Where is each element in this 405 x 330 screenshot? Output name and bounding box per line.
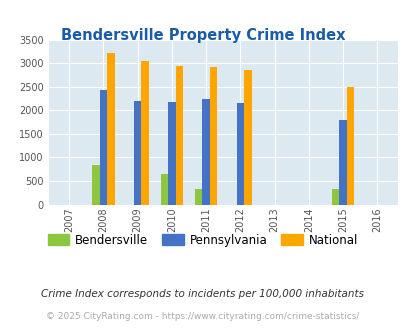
Legend: Bendersville, Pennsylvania, National: Bendersville, Pennsylvania, National xyxy=(43,229,362,251)
Bar xyxy=(175,66,183,205)
Bar xyxy=(346,87,354,205)
Bar xyxy=(107,53,115,205)
Bar xyxy=(134,101,141,205)
Bar xyxy=(100,90,107,205)
Text: © 2025 CityRating.com - https://www.cityrating.com/crime-statistics/: © 2025 CityRating.com - https://www.city… xyxy=(46,312,359,321)
Bar xyxy=(209,67,217,205)
Bar xyxy=(339,120,346,205)
Bar xyxy=(202,99,209,205)
Bar xyxy=(236,103,243,205)
Text: Crime Index corresponds to incidents per 100,000 inhabitants: Crime Index corresponds to incidents per… xyxy=(41,289,364,299)
Bar xyxy=(331,189,339,205)
Bar xyxy=(194,189,202,205)
Bar xyxy=(160,174,168,205)
Bar xyxy=(92,165,100,205)
Text: Bendersville Property Crime Index: Bendersville Property Crime Index xyxy=(61,28,344,43)
Bar xyxy=(168,102,175,205)
Bar xyxy=(243,70,251,205)
Bar xyxy=(141,61,149,205)
